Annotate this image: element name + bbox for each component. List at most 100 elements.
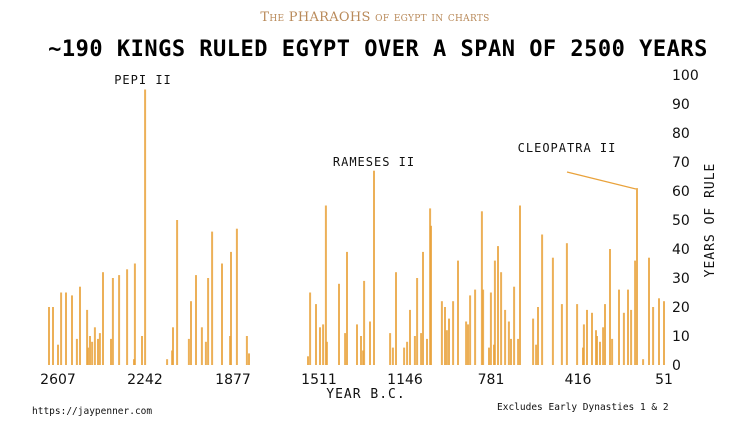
- y-tick-label: 30: [672, 271, 690, 287]
- bar: [93, 327, 96, 365]
- bar: [190, 301, 192, 365]
- bar: [465, 321, 468, 365]
- bar: [602, 327, 605, 365]
- bar: [560, 304, 563, 365]
- bar: [325, 341, 328, 365]
- bar: [389, 333, 392, 365]
- bar: [507, 321, 510, 365]
- y-tick-label: 20: [672, 300, 690, 316]
- bar: [420, 333, 423, 365]
- bar: [166, 359, 169, 365]
- bar: [604, 304, 606, 365]
- bar: [489, 292, 492, 365]
- bar: [172, 327, 174, 365]
- bar: [551, 257, 554, 365]
- bar: [102, 272, 104, 365]
- x-tick-label: 51: [655, 372, 673, 388]
- x-ticks: 2607 2242 1877 1511 1146 781 416 51: [40, 372, 673, 388]
- bar: [663, 301, 665, 365]
- chart-subtitle: The PHARAOHS of egypt in charts: [260, 10, 489, 25]
- bar: [98, 333, 101, 365]
- bar: [79, 286, 81, 365]
- bar: [445, 330, 448, 365]
- bar: [658, 298, 660, 365]
- bar: [622, 312, 625, 365]
- x-tick-label: 1511: [301, 372, 337, 388]
- bar: [426, 338, 428, 365]
- y-tick-label: 60: [672, 184, 690, 200]
- bar: [207, 278, 210, 365]
- bar: [591, 312, 593, 365]
- bar: [346, 251, 348, 365]
- bar: [599, 341, 601, 365]
- y-tick-label: 90: [672, 97, 690, 113]
- bar: [403, 347, 406, 365]
- bar: [444, 307, 446, 365]
- bar: [48, 307, 50, 365]
- x-tick-label: 2242: [127, 372, 163, 388]
- bar: [609, 249, 611, 365]
- y-tick-label: 80: [672, 126, 690, 142]
- bar: [235, 228, 238, 365]
- bar: [176, 220, 179, 365]
- y-axis-label: YEARS OF RULE: [703, 163, 718, 278]
- y-tick-label: 50: [672, 213, 690, 229]
- bar: [315, 304, 317, 365]
- bar: [360, 336, 362, 365]
- bar: [344, 333, 347, 365]
- cleopatra-leader-line: [566, 171, 637, 190]
- bar: [324, 205, 327, 365]
- bar: [452, 301, 455, 365]
- x-tick-label: 1877: [215, 372, 251, 388]
- x-axis-label: YEAR B.C.: [326, 387, 405, 402]
- bar: [409, 309, 411, 365]
- bar: [57, 344, 59, 365]
- bars: [48, 89, 665, 365]
- bar: [52, 307, 54, 365]
- bar: [630, 309, 633, 365]
- bar: [97, 338, 99, 365]
- bar: [71, 295, 73, 365]
- chart-title: ~190 KINGS RULED EGYPT OVER A SPAN OF 25…: [48, 37, 708, 62]
- footnote: Excludes Early Dynasties 1 & 2: [497, 402, 669, 413]
- bar: [596, 336, 598, 365]
- y-tick-label: 70: [672, 155, 690, 171]
- bar: [565, 243, 568, 365]
- bar: [467, 324, 469, 365]
- bar: [482, 289, 485, 365]
- bar: [474, 289, 477, 365]
- bar: [519, 205, 521, 365]
- annotation-pepi-ii: PEPI II: [114, 73, 172, 87]
- bar: [187, 338, 190, 365]
- y-tick-label: 40: [672, 242, 690, 258]
- bar: [248, 353, 250, 365]
- y-tick-label: 0: [672, 358, 681, 374]
- bar: [537, 307, 539, 365]
- bar: [118, 275, 121, 365]
- bar: [373, 170, 375, 365]
- bar: [111, 278, 114, 365]
- bar: [416, 278, 419, 365]
- bar: [652, 307, 655, 365]
- bar: [60, 292, 63, 365]
- bar: [230, 251, 232, 365]
- bar: [586, 309, 588, 365]
- bar: [211, 231, 214, 365]
- bar: [636, 188, 638, 365]
- bar: [87, 347, 90, 365]
- source-url: https://jaypenner.com: [32, 406, 152, 417]
- bar: [307, 356, 309, 365]
- bar: [356, 324, 358, 365]
- bar: [541, 234, 544, 365]
- bar: [322, 324, 325, 365]
- bar: [86, 309, 89, 365]
- bar: [395, 272, 397, 365]
- bar: [440, 301, 443, 365]
- y-ticks: 0 10 20 30 40 50 60 70 80 90 100: [672, 68, 699, 374]
- y-tick-label: 10: [672, 329, 690, 345]
- bar: [133, 263, 136, 365]
- bar: [430, 225, 432, 365]
- bar: [89, 336, 91, 365]
- bar: [535, 344, 538, 365]
